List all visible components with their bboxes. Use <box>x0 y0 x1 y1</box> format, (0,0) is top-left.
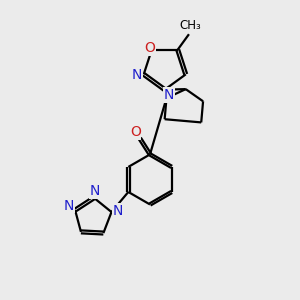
Text: N: N <box>164 88 174 102</box>
Text: N: N <box>90 184 100 198</box>
Text: N: N <box>113 204 123 218</box>
Text: N: N <box>132 68 142 82</box>
Text: CH₃: CH₃ <box>179 20 201 32</box>
Text: O: O <box>144 41 155 55</box>
Text: N: N <box>64 199 74 213</box>
Text: O: O <box>130 125 141 139</box>
